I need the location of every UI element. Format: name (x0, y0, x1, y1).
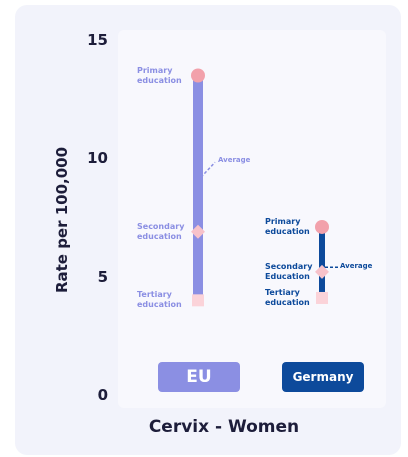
average-label: Average (218, 156, 251, 165)
chart-title: Cervix - Women (148, 417, 300, 437)
plot-area (118, 30, 386, 408)
category-label: EU (158, 362, 240, 392)
y-tick-label: 0 (97, 386, 108, 404)
point-label: Primary education (265, 216, 310, 236)
marker (192, 294, 204, 307)
marker (316, 291, 328, 304)
point-label: Secondary Education (265, 261, 313, 281)
marker (191, 68, 205, 83)
marker (315, 219, 329, 234)
average-line (200, 161, 216, 178)
average-label: Average (340, 262, 373, 271)
y-tick-label: 5 (97, 267, 108, 286)
point-label: Primary education (137, 65, 182, 85)
category-label: Germany (282, 362, 364, 392)
point-label: Tertiary education (137, 290, 182, 310)
y-tick-label: 15 (87, 31, 108, 49)
marker (191, 224, 205, 239)
y-tick-label: 10 (87, 149, 108, 168)
point-label: Tertiary education (265, 287, 310, 307)
point-label: Secondary education (137, 221, 185, 241)
marker (315, 264, 329, 279)
